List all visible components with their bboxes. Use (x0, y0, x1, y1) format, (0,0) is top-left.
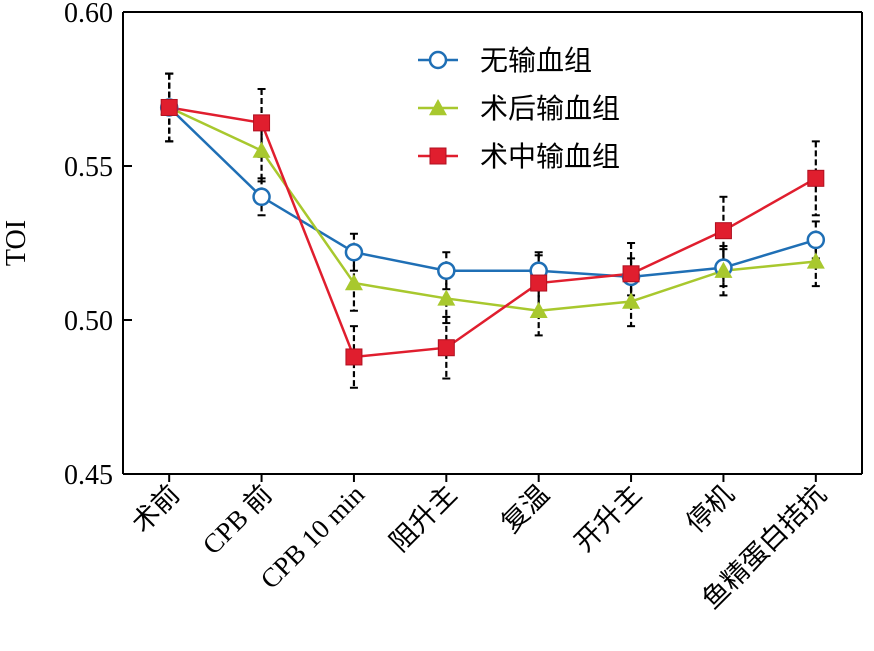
series-markers (159, 98, 826, 366)
x-tick-label: 术前 (126, 479, 185, 538)
legend-label: 无输血组 (480, 45, 592, 77)
y-tick-label: 0.55 (64, 152, 113, 183)
y-tick-label: 0.60 (64, 0, 113, 29)
data-point (622, 292, 641, 309)
legend-marker (429, 147, 447, 165)
data-point (806, 252, 825, 269)
series-line-1 (168, 106, 817, 279)
data-point (714, 222, 732, 240)
y-axis-label: TOI (1, 220, 32, 266)
data-point (345, 348, 363, 366)
x-tick-label: 停机 (680, 479, 739, 538)
data-point (252, 141, 271, 158)
data-point (252, 187, 271, 207)
data-point (806, 230, 826, 250)
data-point (344, 242, 364, 262)
legend-label: 术中输血组 (480, 141, 620, 173)
data-point (714, 261, 733, 278)
data-point (807, 169, 825, 187)
data-point (437, 289, 456, 306)
legend-label: 术后输血组 (480, 93, 620, 125)
legend-marker (429, 99, 447, 116)
series-line-2 (168, 106, 816, 313)
x-tick-label: 开升主 (569, 479, 647, 557)
data-point (344, 274, 363, 291)
x-tick-label: 阻升主 (384, 479, 462, 557)
data-point (160, 98, 178, 116)
data-point (529, 301, 548, 318)
series-lines (168, 106, 817, 359)
y-tick-label: 0.50 (64, 306, 113, 337)
series-line-3 (168, 106, 817, 359)
axes: 0.450.500.550.60TOI术前 CPB 前CPB 10 min 阻升主复… (1, 0, 863, 615)
y-tick-label: 0.45 (64, 460, 113, 491)
data-point (622, 265, 640, 283)
data-point (437, 261, 456, 280)
legend-marker (428, 50, 448, 70)
data-point (437, 339, 455, 357)
x-tick-label: 复温 (496, 479, 555, 538)
x-tick-label: CPB 前 (197, 479, 278, 560)
data-point (253, 114, 271, 132)
data-point (530, 274, 548, 292)
